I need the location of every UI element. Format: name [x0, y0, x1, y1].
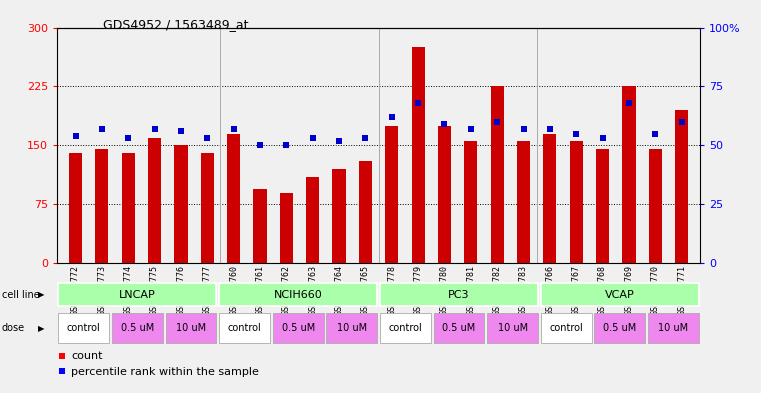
Bar — [122, 153, 135, 263]
Bar — [69, 153, 82, 263]
Text: 10 uM: 10 uM — [658, 323, 689, 333]
Bar — [219, 283, 377, 306]
Text: count: count — [72, 351, 103, 362]
Bar — [541, 313, 591, 343]
Bar — [306, 177, 320, 263]
Bar — [541, 283, 699, 306]
Bar — [148, 138, 161, 263]
Text: LNCAP: LNCAP — [119, 290, 156, 300]
Bar — [543, 134, 556, 263]
Text: 0.5 uM: 0.5 uM — [282, 323, 315, 333]
Text: ▶: ▶ — [38, 324, 45, 332]
Text: control: control — [389, 323, 422, 333]
Bar — [174, 145, 187, 263]
Bar — [434, 313, 485, 343]
Bar — [385, 126, 398, 263]
Text: cell line: cell line — [2, 290, 40, 300]
Text: control: control — [549, 323, 583, 333]
Text: 10 uM: 10 uM — [498, 323, 527, 333]
Text: control: control — [67, 323, 100, 333]
Bar — [380, 313, 431, 343]
Bar — [280, 193, 293, 263]
Bar — [201, 153, 214, 263]
Text: GDS4952 / 1563489_at: GDS4952 / 1563489_at — [103, 18, 248, 31]
Bar — [333, 169, 345, 263]
Text: dose: dose — [2, 323, 24, 333]
Text: ▶: ▶ — [38, 290, 45, 299]
Text: 10 uM: 10 uM — [336, 323, 367, 333]
Bar — [95, 149, 109, 263]
Text: 0.5 uM: 0.5 uM — [121, 323, 154, 333]
Bar — [272, 313, 323, 343]
Bar — [412, 47, 425, 263]
Text: control: control — [228, 323, 262, 333]
Bar — [648, 313, 699, 343]
Bar — [59, 313, 110, 343]
Bar — [59, 283, 216, 306]
Bar — [112, 313, 163, 343]
Bar — [380, 283, 538, 306]
Bar — [359, 161, 372, 263]
Bar — [594, 313, 645, 343]
Text: 0.5 uM: 0.5 uM — [603, 323, 636, 333]
Bar — [438, 126, 451, 263]
Bar — [227, 134, 240, 263]
Text: PC3: PC3 — [448, 290, 470, 300]
Bar — [491, 86, 504, 263]
Bar — [326, 313, 377, 343]
Bar — [596, 149, 610, 263]
Bar — [648, 149, 662, 263]
Bar — [570, 141, 583, 263]
Text: percentile rank within the sample: percentile rank within the sample — [72, 367, 259, 377]
Bar — [517, 141, 530, 263]
Bar — [166, 313, 216, 343]
Text: 0.5 uM: 0.5 uM — [442, 323, 476, 333]
Bar — [464, 141, 477, 263]
Bar — [253, 189, 266, 263]
Text: VCAP: VCAP — [605, 290, 635, 300]
Bar — [219, 313, 270, 343]
Text: 10 uM: 10 uM — [176, 323, 206, 333]
Bar — [675, 110, 688, 263]
Text: NCIH660: NCIH660 — [274, 290, 323, 300]
Bar — [622, 86, 635, 263]
Bar — [487, 313, 538, 343]
